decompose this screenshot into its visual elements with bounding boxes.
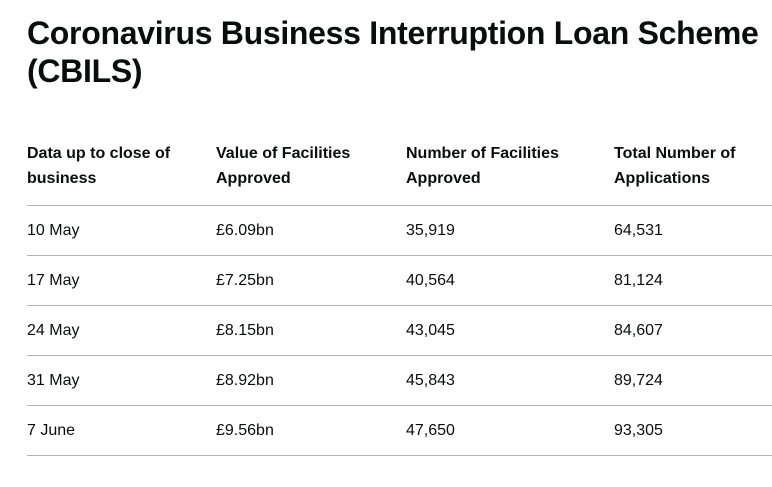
cell-applications: 81,124 — [614, 255, 772, 306]
cell-date: 7 June — [27, 405, 216, 456]
cell-applications: 84,607 — [614, 305, 772, 356]
table-header-row: Data up to close of business Value of Fa… — [27, 131, 772, 206]
cell-date: 17 May — [27, 255, 216, 306]
cell-number: 47,650 — [406, 405, 614, 456]
cell-value: £7.25bn — [216, 255, 406, 306]
cell-value: £6.09bn — [216, 205, 406, 256]
header-value-of-facilities: Value of Facilities Approved — [216, 131, 406, 206]
cell-date: 24 May — [27, 305, 216, 356]
header-data-up-to-close: Data up to close of business — [27, 131, 216, 206]
cell-number: 45,843 — [406, 355, 614, 406]
table-header: Data up to close of business Value of Fa… — [27, 131, 772, 206]
table-row: 31 May £8.92bn 45,843 89,724 — [27, 355, 772, 406]
header-total-applications: Total Number of Applications — [614, 131, 772, 206]
table-body: 10 May £6.09bn 35,919 64,531 17 May £7.2… — [27, 205, 772, 456]
cell-value: £8.92bn — [216, 355, 406, 406]
table-row: 17 May £7.25bn 40,564 81,124 — [27, 255, 772, 306]
cell-applications: 93,305 — [614, 405, 772, 456]
cell-date: 10 May — [27, 205, 216, 256]
cell-value: £8.15bn — [216, 305, 406, 356]
cell-number: 40,564 — [406, 255, 614, 306]
cell-number: 43,045 — [406, 305, 614, 356]
page-title: Coronavirus Business Interruption Loan S… — [27, 15, 759, 89]
cell-value: £9.56bn — [216, 405, 406, 456]
table-row: 24 May £8.15bn 43,045 84,607 — [27, 305, 772, 356]
cell-applications: 64,531 — [614, 205, 772, 256]
cbils-data-table: Data up to close of business Value of Fa… — [27, 131, 772, 456]
table-row: 10 May £6.09bn 35,919 64,531 — [27, 205, 772, 256]
cell-number: 35,919 — [406, 205, 614, 256]
cell-applications: 89,724 — [614, 355, 772, 406]
cell-date: 31 May — [27, 355, 216, 406]
header-number-of-facilities: Number of Facilities Approved — [406, 131, 614, 206]
table-row: 7 June £9.56bn 47,650 93,305 — [27, 405, 772, 456]
